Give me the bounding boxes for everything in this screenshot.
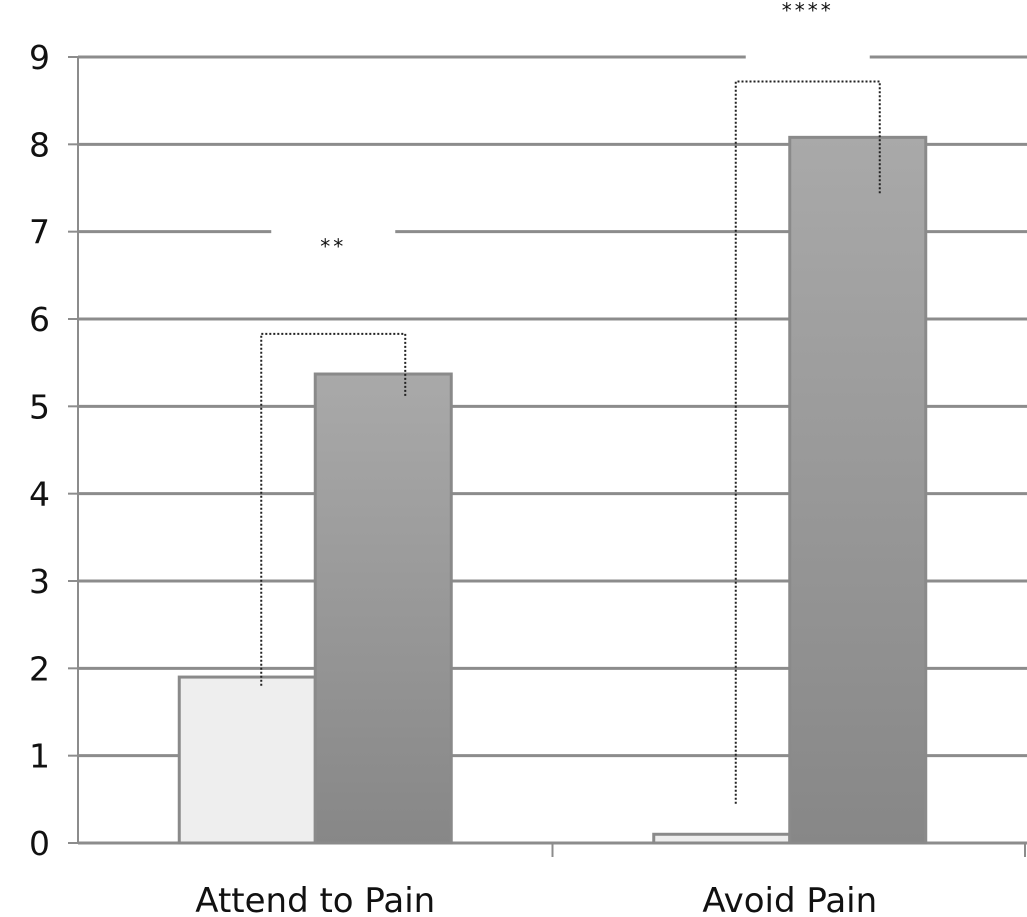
y-tick-label: 9 bbox=[29, 38, 50, 77]
bar-series-1 bbox=[177, 675, 317, 845]
bar-series-2 bbox=[313, 372, 453, 845]
x-category-label: Avoid Pain bbox=[702, 881, 877, 917]
significance-annotations: ****** bbox=[260, 0, 881, 804]
y-tick-label: 4 bbox=[29, 475, 50, 514]
y-tick-label: 8 bbox=[29, 125, 50, 164]
y-tick-label: 1 bbox=[29, 737, 50, 776]
significance-label: **** bbox=[782, 0, 834, 23]
y-tick-label: 5 bbox=[29, 387, 50, 426]
bars bbox=[177, 135, 928, 845]
y-tick-label: 0 bbox=[29, 824, 50, 863]
bar-series-2 bbox=[788, 135, 928, 845]
y-tick-label: 3 bbox=[29, 562, 50, 601]
axis-labels: 0 1 2 3 4 5 6 7 8 9 Attend to Pain Avoid Pain bbox=[29, 38, 877, 917]
significance-bracket bbox=[734, 80, 881, 804]
y-tick-label: 2 bbox=[29, 649, 50, 688]
y-tick-label: 6 bbox=[29, 300, 50, 339]
significance-label: ** bbox=[320, 235, 346, 259]
y-tick-label: 7 bbox=[29, 213, 50, 252]
label-gap bbox=[745, 53, 870, 61]
bar-series-1 bbox=[652, 832, 792, 845]
label-gap bbox=[271, 227, 396, 236]
gridlines bbox=[78, 55, 1027, 758]
x-category-label: Attend to Pain bbox=[195, 881, 435, 917]
